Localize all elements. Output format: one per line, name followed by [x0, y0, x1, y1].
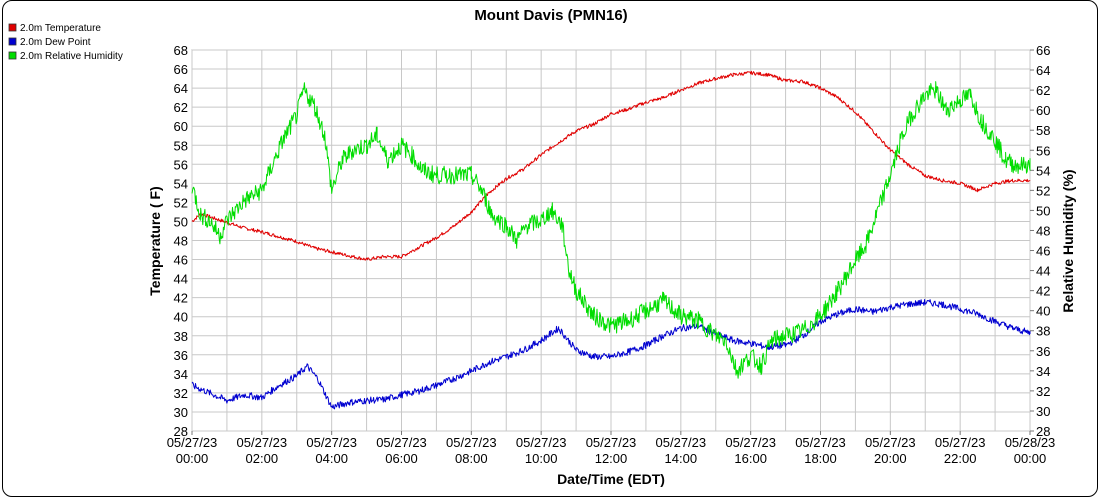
y-left-tick-label: 66: [174, 62, 188, 77]
y-right-tick-label: 58: [1036, 123, 1050, 138]
y-axis-right-title: Relative Humidity (%): [1060, 169, 1076, 312]
y-right-tick-label: 42: [1036, 284, 1050, 299]
y-left-tick-label: 34: [174, 367, 188, 382]
y-left-tick-label: 48: [174, 234, 188, 249]
y-left-tick-label: 62: [174, 100, 188, 115]
y-right-tick-label: 50: [1036, 203, 1050, 218]
x-axis-ticks: 05/27/2300:0005/27/2302:0005/27/2304:000…: [167, 431, 1056, 466]
y-left-tick-label: 32: [174, 386, 188, 401]
y-right-tick-label: 28: [1036, 424, 1050, 439]
y-left-tick-label: 64: [174, 81, 188, 96]
y-left-tick-label: 50: [174, 214, 188, 229]
legend-swatch: [8, 37, 17, 46]
y-left-tick-label: 52: [174, 195, 188, 210]
x-tick-time-label: 14:00: [665, 451, 698, 466]
y-left-tick-label: 28: [174, 424, 188, 439]
x-tick-time-label: 18:00: [804, 451, 837, 466]
x-tick-time-label: 12:00: [595, 451, 628, 466]
x-tick-time-label: 04:00: [315, 451, 348, 466]
x-axis-title: Date/Time (EDT): [557, 471, 665, 487]
y-right-tick-label: 46: [1036, 244, 1050, 259]
y-right-tick-label: 30: [1036, 404, 1050, 419]
x-tick-date-label: 05/27/23: [446, 435, 497, 450]
y-right-tick-label: 64: [1036, 63, 1050, 78]
left-axis-ticks: 28 30 32 34 36 38 40 42 44 46 48 50 52 54 56 58 60 62 64 66…: [174, 43, 188, 439]
series-line-2-0m-dew-point: [191, 299, 1031, 410]
y-axis-left-title: Temperature ( F): [147, 186, 163, 295]
x-tick-date-label: 05/27/23: [237, 435, 288, 450]
y-right-tick-label: 52: [1036, 183, 1050, 198]
chart-title: Mount Davis (PMN16): [474, 7, 627, 24]
x-tick-time-label: 10:00: [525, 451, 558, 466]
y-left-tick-label: 44: [174, 272, 188, 287]
legend-label: 2.0m Dew Point: [20, 37, 91, 48]
y-left-tick-label: 58: [174, 138, 188, 153]
x-tick-date-label: 05/27/23: [167, 435, 218, 450]
legend-label: 2.0m Temperature: [20, 23, 101, 34]
x-tick-date-label: 05/27/23: [795, 435, 846, 450]
x-tick-time-label: 22:00: [944, 451, 977, 466]
y-right-tick-label: 66: [1036, 43, 1050, 58]
y-left-tick-label: 40: [174, 310, 188, 325]
x-tick-date-label: 05/27/23: [935, 435, 986, 450]
x-tick-date-label: 05/27/23: [865, 435, 916, 450]
y-left-tick-label: 46: [174, 253, 188, 268]
legend-swatch: [8, 51, 17, 60]
x-tick-time-label: 16:00: [734, 451, 767, 466]
x-tick-time-label: 20:00: [874, 451, 907, 466]
y-right-tick-label: 54: [1036, 163, 1050, 178]
y-left-tick-label: 68: [174, 43, 188, 58]
chart-canvas: Mount Davis (PMN16) 2.0m Temperature2.0m…: [8, 7, 1076, 487]
y-right-tick-label: 34: [1036, 364, 1050, 379]
y-left-tick-label: 42: [174, 291, 188, 306]
x-tick-date-label: 05/27/23: [306, 435, 357, 450]
legend-swatch: [8, 23, 17, 32]
y-right-tick-label: 56: [1036, 143, 1050, 158]
x-tick-date-label: 05/27/23: [516, 435, 567, 450]
y-right-tick-label: 36: [1036, 344, 1050, 359]
y-left-tick-label: 54: [174, 176, 188, 191]
y-left-tick-label: 38: [174, 329, 188, 344]
y-left-tick-label: 36: [174, 348, 188, 363]
y-left-tick-label: 60: [174, 119, 188, 134]
y-right-tick-label: 44: [1036, 264, 1050, 279]
x-tick-time-label: 08:00: [455, 451, 488, 466]
x-tick-date-label: 05/28/23: [1005, 435, 1056, 450]
x-tick-date-label: 05/27/23: [725, 435, 776, 450]
y-right-tick-label: 38: [1036, 324, 1050, 339]
grid: [191, 49, 1031, 432]
y-right-tick-label: 40: [1036, 304, 1050, 319]
series-lines: [191, 70, 1031, 410]
x-tick-date-label: 05/27/23: [376, 435, 427, 450]
y-left-tick-label: 30: [174, 405, 188, 420]
y-left-tick-label: 56: [174, 157, 188, 172]
y-right-tick-label: 32: [1036, 384, 1050, 399]
x-tick-date-label: 05/27/23: [586, 435, 637, 450]
legend: 2.0m Temperature 2.0m Dew Point 2.0m Relat…: [8, 23, 123, 62]
series-line-2-0m-temperature: [191, 70, 1031, 261]
x-tick-time-label: 00:00: [1014, 451, 1047, 466]
legend-label: 2.0m Relative Humidity: [20, 51, 123, 62]
x-tick-time-label: 00:00: [176, 451, 209, 466]
y-right-tick-label: 48: [1036, 223, 1050, 238]
y-right-tick-label: 62: [1036, 83, 1050, 98]
x-tick-time-label: 02:00: [246, 451, 279, 466]
right-axis-ticks: 28 30 32 34 36 38 40 42 44 46 48 50 52 54 56 58 60 62 64 66: [1030, 43, 1050, 439]
x-tick-time-label: 06:00: [385, 451, 418, 466]
series-line-2-0m-relative-humidity: [191, 81, 1031, 379]
y-right-tick-label: 60: [1036, 103, 1050, 118]
x-tick-date-label: 05/27/23: [656, 435, 707, 450]
